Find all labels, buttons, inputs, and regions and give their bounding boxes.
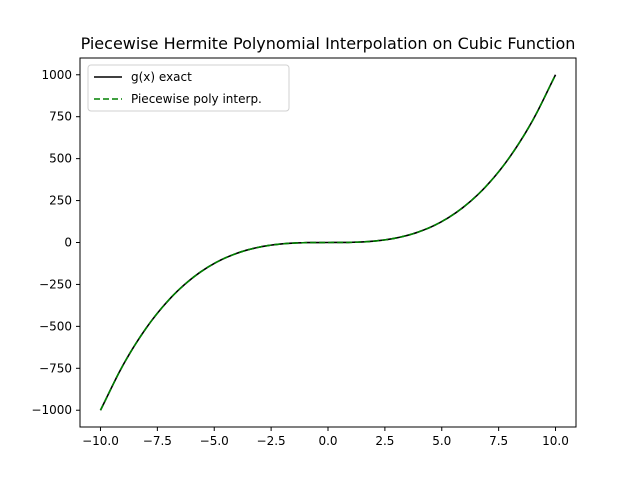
legend-label-1: Piecewise poly interp. <box>131 92 262 106</box>
y-tick-label: 500 <box>49 152 72 166</box>
x-tick-label: 0.0 <box>318 434 337 448</box>
x-tick-label: 5.0 <box>432 434 451 448</box>
x-tick-label: −2.5 <box>257 434 286 448</box>
series-line-1 <box>99 74 557 411</box>
legend-label-0: g(x) exact <box>131 70 192 84</box>
y-tick-label: 1000 <box>41 68 72 82</box>
legend: g(x) exact Piecewise poly interp. <box>87 64 290 112</box>
x-tick-label: −7.5 <box>143 434 172 448</box>
chart-title: Piecewise Hermite Polynomial Interpolati… <box>81 34 576 53</box>
y-axis: −1000 −750 −500 −250 0 250 500 750 1000 <box>31 68 80 417</box>
y-tick-label: −250 <box>39 277 72 291</box>
y-tick-label: −750 <box>39 361 72 375</box>
legend-box <box>87 64 290 112</box>
x-tick-label: −5.0 <box>200 434 229 448</box>
x-tick-label: 7.5 <box>489 434 508 448</box>
x-tick-label: 10.0 <box>542 434 569 448</box>
x-tick-label: 2.5 <box>375 434 394 448</box>
y-tick-label: 250 <box>49 194 72 208</box>
y-tick-label: 0 <box>64 236 72 250</box>
x-tick-label: −10.0 <box>82 434 119 448</box>
y-tick-label: −500 <box>39 319 72 333</box>
y-tick-label: −1000 <box>31 403 72 417</box>
x-axis: −10.0 −7.5 −5.0 −2.5 0.0 2.5 5.0 7.5 10.0 <box>82 427 569 448</box>
y-tick-label: 750 <box>49 110 72 124</box>
